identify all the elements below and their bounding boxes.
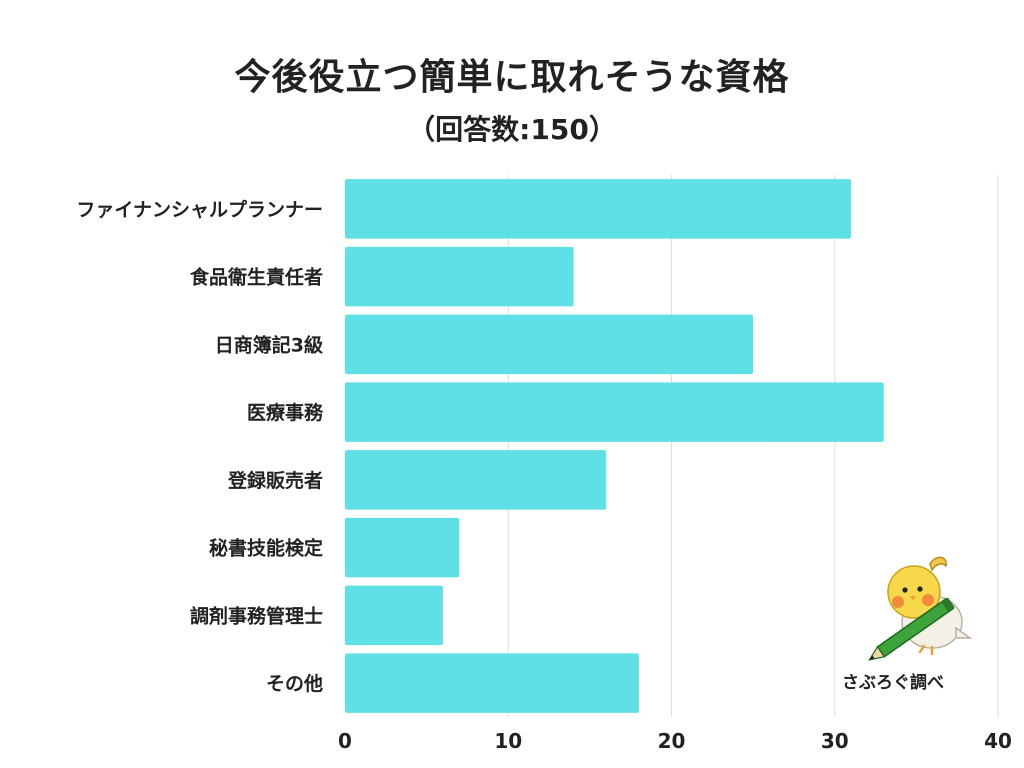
bar bbox=[345, 517, 460, 578]
x-tick-label: 20 bbox=[658, 729, 686, 753]
x-tick-label: 0 bbox=[338, 729, 352, 753]
bar bbox=[345, 382, 884, 442]
chart-subtitle: （回答数:150） bbox=[407, 113, 617, 146]
x-tick-label: 30 bbox=[821, 729, 849, 753]
category-label: 日商簿記3級 bbox=[215, 333, 323, 356]
bar bbox=[345, 314, 754, 375]
category-label: その他 bbox=[266, 672, 323, 695]
x-tick-label: 40 bbox=[984, 729, 1012, 753]
bar bbox=[345, 585, 443, 646]
source-credit: さぶろぐ調べ bbox=[842, 673, 944, 693]
category-label: 秘書技能検定 bbox=[209, 537, 323, 560]
x-tick-label: 10 bbox=[494, 729, 522, 753]
category-label: 登録販売者 bbox=[227, 469, 323, 492]
bar bbox=[345, 179, 852, 239]
chart-title: 今後役立つ簡単に取れそうな資格 bbox=[234, 57, 790, 98]
category-label: 医療事務 bbox=[247, 401, 324, 424]
category-label: ファイナンシャルプランナー bbox=[76, 198, 323, 221]
category-label: 食品衛生責任者 bbox=[190, 266, 323, 289]
category-label: 調剤事務管理士 bbox=[190, 604, 323, 627]
bar bbox=[345, 653, 639, 713]
bar bbox=[345, 450, 607, 510]
bird-with-pencil-icon bbox=[868, 556, 972, 661]
bar bbox=[345, 246, 574, 307]
